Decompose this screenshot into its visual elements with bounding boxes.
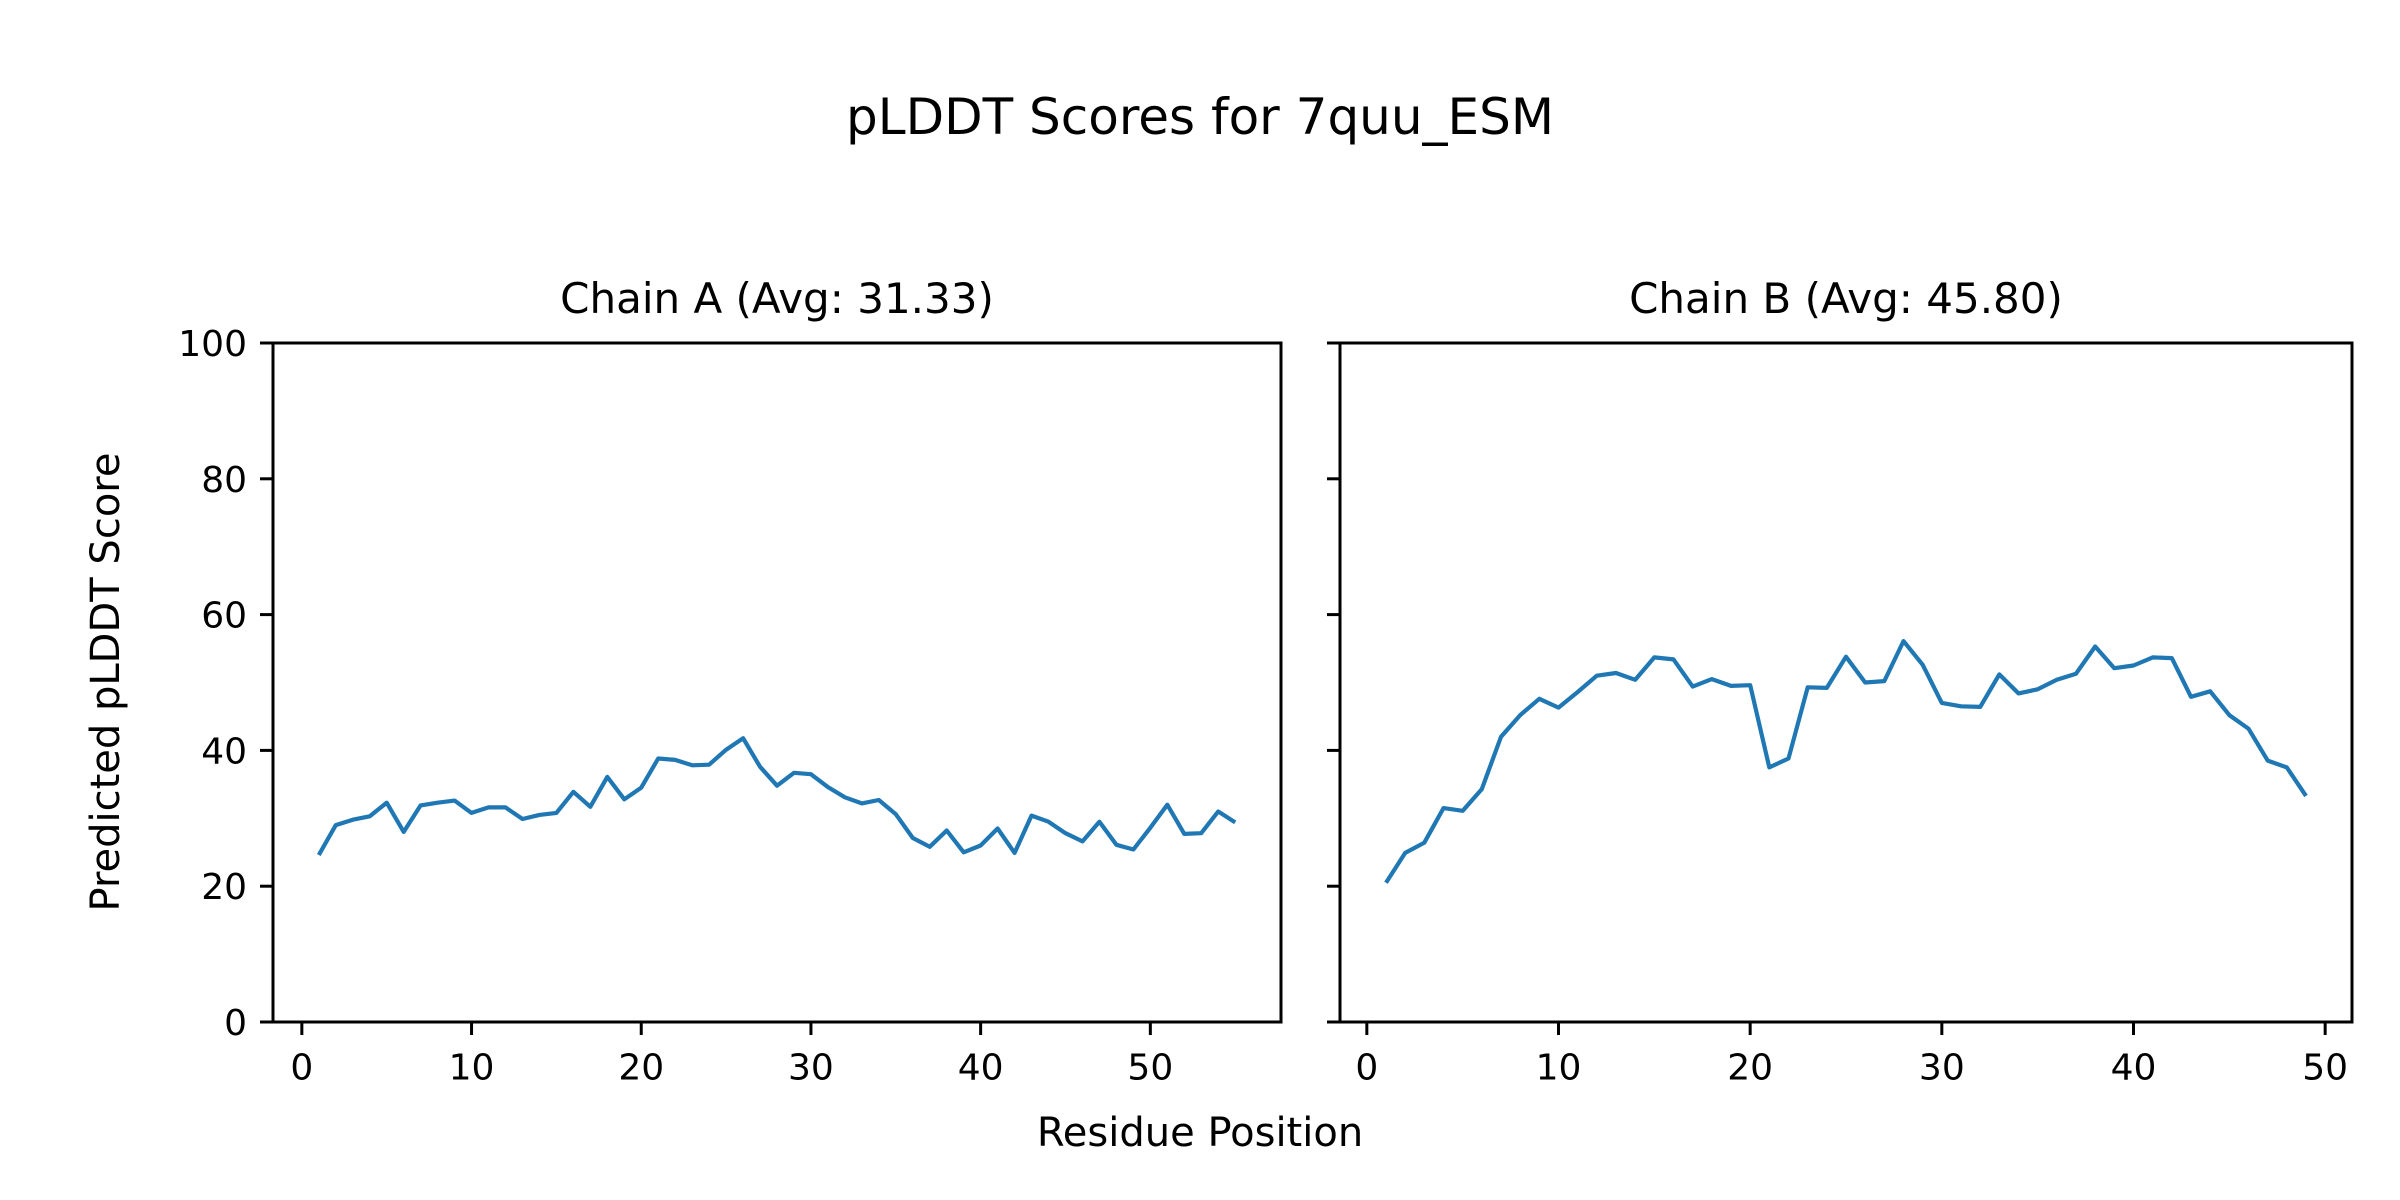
chain-b-axes-spines (1338, 341, 2354, 1024)
chart-b-title: Chain B (Avg: 45.80) (1629, 274, 2063, 323)
chain-b-plddt-line (1384, 638, 2308, 884)
chain-a-x-tick-label: 50 (1127, 1048, 1173, 1089)
chain-a-y-tick-label: 40 (201, 731, 247, 772)
figure-title: pLDDT Scores for 7quu_ESM (845, 88, 1555, 146)
chain-b-x-tick-label: 10 (1536, 1048, 1582, 1089)
y-axis-label: Predicted pLDDT Score (83, 452, 129, 912)
chain-a-y-tick-label: 20 (201, 867, 247, 908)
chain-b-x-tick-label: 40 (2111, 1048, 2157, 1089)
chain-b-x-tick-label: 30 (1919, 1048, 1965, 1089)
chain-a-y-tick-label: 60 (201, 596, 247, 637)
chain-a-y-tick-label: 0 (224, 1003, 247, 1044)
chain-a-axes-spines (271, 341, 1283, 1024)
chain-b-x-tick-label: 0 (1355, 1048, 1378, 1089)
chain-b-x-tick-label: 50 (2302, 1048, 2348, 1089)
chain-a-plddt-line (316, 736, 1237, 857)
chain-a-y-tick-label: 100 (178, 324, 247, 365)
chain-a-x-tick-label: 10 (449, 1048, 495, 1089)
x-axis-label: Residue Position (1036, 1110, 1364, 1156)
chain-a-x-tick-label: 40 (958, 1048, 1004, 1089)
chain-a-y-tick-label: 80 (201, 460, 247, 501)
chain-a-x-tick-label: 20 (618, 1048, 664, 1089)
chain-a-x-tick-label: 0 (290, 1048, 313, 1089)
chart-a-title: Chain A (Avg: 31.33) (560, 274, 994, 323)
chain-b-x-tick-label: 20 (1727, 1048, 1773, 1089)
chain-a-x-tick-label: 30 (788, 1048, 834, 1089)
